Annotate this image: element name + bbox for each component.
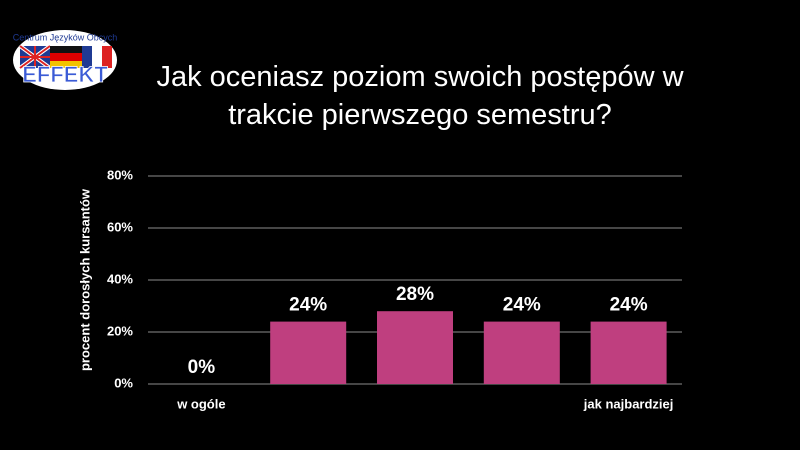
bar bbox=[483, 321, 560, 384]
logo-caption: Centrum Języków Obcych bbox=[13, 32, 118, 42]
y-tick-label: 60% bbox=[107, 219, 133, 234]
value-label: 28% bbox=[396, 284, 434, 305]
value-label: 0% bbox=[188, 357, 216, 378]
logo-flag-de bbox=[50, 61, 82, 68]
chart-title: Jak oceniasz poziom swoich postępów w tr… bbox=[156, 61, 684, 131]
value-label: 24% bbox=[503, 295, 541, 316]
y-tick-label: 40% bbox=[107, 271, 133, 286]
logo-flag-fr bbox=[102, 46, 112, 68]
y-tick-label: 0% bbox=[114, 375, 133, 390]
logo-flag-de bbox=[50, 53, 82, 61]
logo-flag-de bbox=[50, 46, 82, 53]
x-tick-label: w ogóle bbox=[176, 396, 225, 411]
x-tick-label: jak najbardziej bbox=[583, 396, 674, 411]
logo-name: EFFEKT bbox=[22, 62, 108, 87]
bar bbox=[590, 321, 667, 384]
logo-flag-uk-cross-red bbox=[19, 45, 51, 69]
logo-flag-fr bbox=[82, 46, 92, 68]
bar bbox=[270, 321, 347, 384]
y-axis-label: procent dorosłych kursantów bbox=[77, 188, 92, 371]
value-label: 24% bbox=[610, 295, 648, 316]
logo-flag-fr bbox=[92, 46, 102, 68]
y-tick-label: 80% bbox=[107, 167, 133, 182]
logo: Centrum Języków Obcych EFFEKT bbox=[13, 30, 118, 90]
bar bbox=[377, 311, 453, 384]
value-label: 24% bbox=[289, 295, 327, 316]
y-tick-label: 20% bbox=[107, 323, 133, 338]
